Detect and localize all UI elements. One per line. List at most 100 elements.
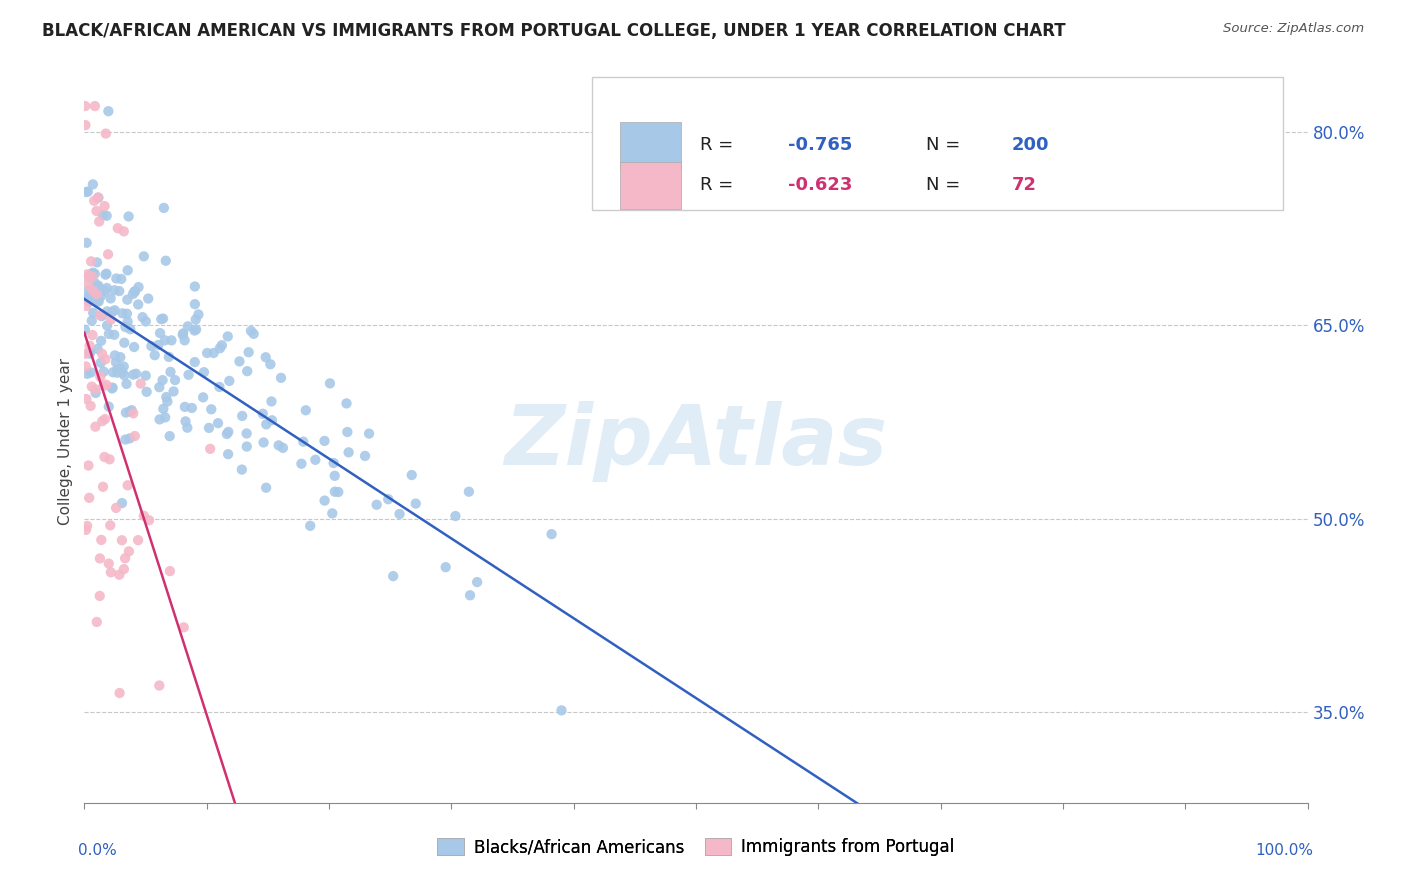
Point	[84, 291, 107, 305]
Point	[159, 429, 181, 443]
Point	[141, 339, 163, 353]
Point	[105, 366, 128, 380]
Point	[124, 285, 146, 299]
Point	[231, 409, 253, 423]
Point	[260, 394, 283, 409]
Point	[160, 334, 183, 348]
Point	[148, 380, 170, 394]
Point	[252, 435, 274, 450]
Point	[111, 496, 134, 510]
Point	[176, 420, 198, 434]
Point	[101, 304, 124, 318]
Point	[80, 269, 103, 284]
Point	[177, 319, 200, 334]
Point	[91, 208, 114, 222]
Point	[114, 433, 136, 447]
Point	[444, 508, 467, 523]
Point	[231, 462, 253, 476]
Point	[90, 289, 112, 303]
Point	[235, 426, 257, 441]
Point	[90, 356, 112, 370]
Point	[401, 468, 423, 483]
Point	[228, 354, 250, 368]
Y-axis label: College, Under 1 year: College, Under 1 year	[58, 358, 73, 525]
Point	[117, 263, 139, 277]
Point	[215, 427, 238, 442]
Point	[86, 615, 108, 629]
Point	[77, 185, 100, 199]
Point	[80, 314, 103, 328]
Point	[148, 679, 170, 693]
Point	[465, 575, 488, 590]
Point	[112, 562, 135, 576]
Point	[135, 384, 157, 399]
Point	[152, 373, 174, 387]
Point	[217, 329, 239, 343]
Point	[100, 312, 122, 326]
Point	[96, 304, 118, 318]
Point	[87, 191, 110, 205]
FancyBboxPatch shape	[620, 161, 682, 209]
Point	[323, 468, 346, 483]
Point	[75, 99, 97, 113]
Point	[75, 185, 97, 199]
Point	[254, 417, 277, 432]
Point	[254, 350, 277, 364]
Point	[191, 390, 214, 404]
Point	[87, 190, 110, 204]
Point	[299, 518, 322, 533]
Point	[458, 588, 481, 602]
Point	[173, 400, 195, 414]
Point	[103, 283, 125, 297]
Point	[377, 492, 399, 507]
Point	[198, 421, 221, 435]
Point	[120, 322, 142, 336]
Point	[217, 425, 239, 439]
Point	[124, 285, 146, 299]
Point	[76, 268, 98, 282]
Text: 0.0%: 0.0%	[79, 843, 117, 857]
Point	[138, 513, 160, 527]
Point	[314, 493, 336, 508]
Point	[84, 419, 107, 434]
Point	[83, 194, 105, 208]
Point	[149, 412, 172, 426]
Point	[149, 326, 172, 340]
Point	[94, 412, 117, 426]
Point	[131, 310, 153, 325]
Point	[75, 523, 97, 537]
Point	[118, 544, 141, 558]
Point	[86, 280, 108, 294]
Point	[91, 347, 114, 361]
Point	[86, 204, 108, 219]
Point	[290, 457, 312, 471]
Point	[94, 284, 117, 298]
Point	[211, 338, 233, 352]
Text: N =: N =	[927, 136, 966, 154]
Point	[117, 210, 139, 224]
Point	[90, 334, 112, 348]
Point	[87, 293, 110, 308]
Point	[97, 247, 120, 261]
Text: N =: N =	[927, 176, 966, 194]
Point	[165, 373, 187, 387]
Point	[114, 551, 136, 566]
Point	[75, 291, 97, 305]
Point	[218, 374, 240, 388]
Point	[96, 377, 118, 392]
Point	[198, 442, 221, 456]
Point	[314, 434, 336, 448]
Point	[132, 249, 155, 263]
Point	[200, 402, 222, 417]
Point	[82, 284, 104, 298]
Point	[93, 365, 115, 379]
Point	[319, 376, 342, 391]
Point	[94, 268, 117, 282]
Text: Source: ZipAtlas.com: Source: ZipAtlas.com	[1223, 22, 1364, 36]
Point	[388, 507, 411, 521]
Point	[97, 326, 120, 341]
Point	[84, 386, 107, 401]
Point	[103, 327, 125, 342]
Point	[271, 441, 294, 455]
Point	[83, 276, 105, 290]
